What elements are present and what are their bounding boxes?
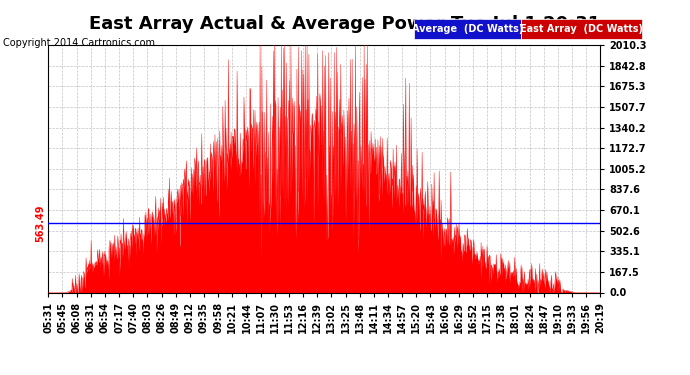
Text: Average  (DC Watts): Average (DC Watts)	[412, 24, 523, 34]
Text: East Array Actual & Average Power Tue Jul 1 20:31: East Array Actual & Average Power Tue Ju…	[90, 15, 600, 33]
Text: East Array  (DC Watts): East Array (DC Watts)	[520, 24, 643, 34]
Text: 563.49: 563.49	[36, 204, 46, 242]
Text: Copyright 2014 Cartronics.com: Copyright 2014 Cartronics.com	[3, 38, 155, 48]
